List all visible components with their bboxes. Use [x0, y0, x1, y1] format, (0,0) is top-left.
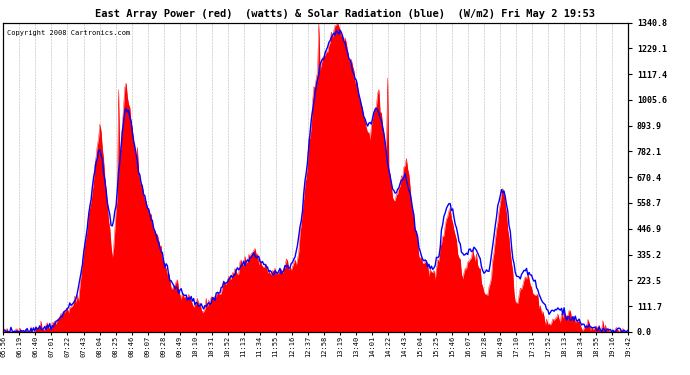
Text: East Array Power (red)  (watts) & Solar Radiation (blue)  (W/m2) Fri May 2 19:53: East Array Power (red) (watts) & Solar R…: [95, 9, 595, 20]
Text: Copyright 2008 Cartronics.com: Copyright 2008 Cartronics.com: [7, 30, 130, 36]
